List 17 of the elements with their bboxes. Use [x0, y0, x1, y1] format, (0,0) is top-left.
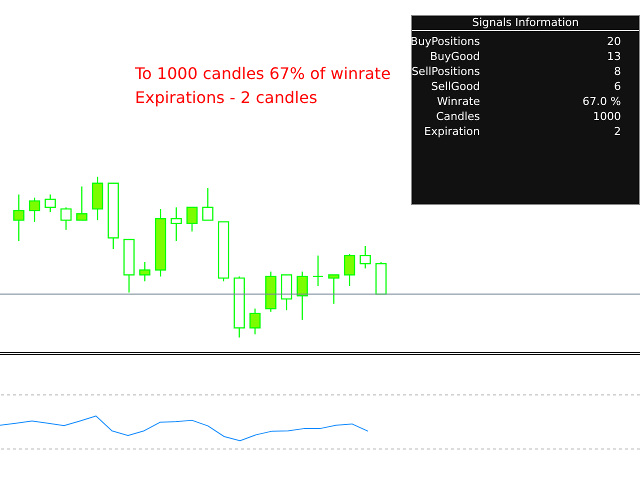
text: To 1000 candles 67% of winrate [135, 64, 391, 83]
data-label: 67.0 % [582, 94, 621, 109]
data-label: 20 [607, 34, 621, 49]
category-label: Winrate [436, 94, 480, 109]
data-label: 2 [614, 124, 621, 139]
data-label: 8 [614, 64, 621, 79]
category-label: Candles [436, 109, 480, 124]
data-label: 13 [607, 49, 621, 64]
category-label: Expiration [424, 124, 480, 139]
data-label: 1000 [593, 109, 621, 124]
text: Signals Information [412, 16, 639, 31]
text: Expirations - 2 candles [135, 88, 318, 107]
data-label: 6 [614, 79, 621, 94]
category-label: BuyGood [430, 49, 480, 64]
category-label: BuyPositions [410, 34, 480, 49]
category-label: SellGood [431, 79, 480, 94]
category-label: SellPositions [412, 64, 480, 79]
